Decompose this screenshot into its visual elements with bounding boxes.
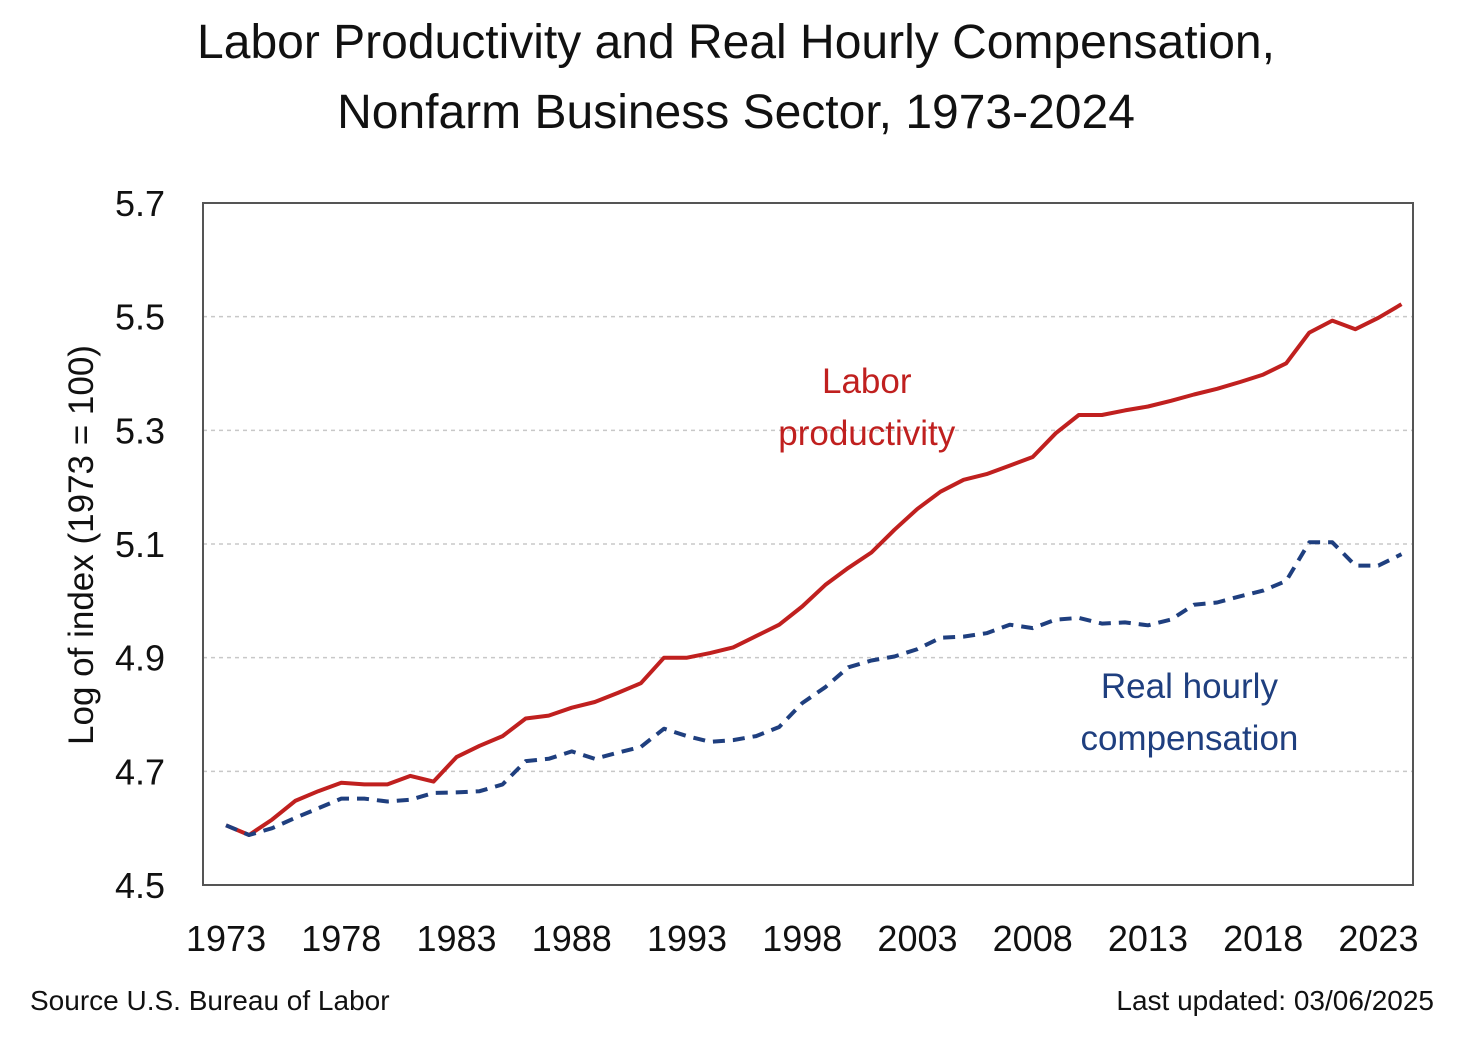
y-tick-label: 4.5 <box>115 865 165 906</box>
series-line-real-hourly-compensation <box>225 540 1403 837</box>
x-tick-label: 2023 <box>1338 918 1418 959</box>
x-tick-label: 2003 <box>877 918 957 959</box>
annotation-labor-productivity-line-2: productivity <box>778 414 956 454</box>
annotation-labor-productivity: Labor productivity <box>757 356 977 460</box>
y-tick-label: 5.1 <box>115 524 165 565</box>
y-tick-label: 4.7 <box>115 751 165 792</box>
y-tick-label: 4.9 <box>115 638 165 679</box>
plot-area-frame <box>202 202 1414 886</box>
annotation-real-hourly-compensation-line-2: compensation <box>1080 719 1299 759</box>
x-tick-label: 1973 <box>186 918 266 959</box>
chart-title-line-2: Nonfarm Business Sector, 1973-2024 <box>337 86 1135 139</box>
annotation-real-hourly-compensation: Real hourly compensation <box>1049 661 1329 765</box>
y-tick-label: 5.5 <box>115 297 165 338</box>
y-tick-label: 5.7 <box>115 183 165 224</box>
x-tick-label: 1983 <box>416 918 496 959</box>
chart-title-line-1: Labor Productivity and Real Hourly Compe… <box>197 16 1275 69</box>
series-line-labor-productivity <box>225 302 1403 837</box>
source-note: Source U.S. Bureau of Labor <box>30 985 390 1016</box>
x-tick-label: 2008 <box>993 918 1073 959</box>
grid-lines <box>203 315 1413 773</box>
y-axis-ticks: 4.5 4.7 4.9 5.1 5.3 5.5 5.7 <box>115 183 165 906</box>
series-group <box>225 302 1403 837</box>
chart-title: Labor Productivity and Real Hourly Compe… <box>0 8 1472 148</box>
x-tick-label: 2018 <box>1223 918 1303 959</box>
x-tick-label: 2013 <box>1108 918 1188 959</box>
x-tick-label: 1993 <box>647 918 727 959</box>
y-tick-label: 5.3 <box>115 410 165 451</box>
x-tick-label: 1978 <box>301 918 381 959</box>
x-axis-ticks: 1973 1978 1983 1988 1993 1998 2003 2008 2013 2018… <box>186 918 1418 959</box>
annotation-labor-productivity-line-1: Labor <box>822 362 912 402</box>
annotation-real-hourly-compensation-line-1: Real hourly <box>1100 667 1278 707</box>
x-tick-label: 1998 <box>762 918 842 959</box>
last-updated-note: Last updated: 03/06/2025 <box>1116 985 1434 1016</box>
x-tick-label: 1988 <box>532 918 612 959</box>
y-axis-label: Log of index (1973 = 100) <box>62 345 101 745</box>
